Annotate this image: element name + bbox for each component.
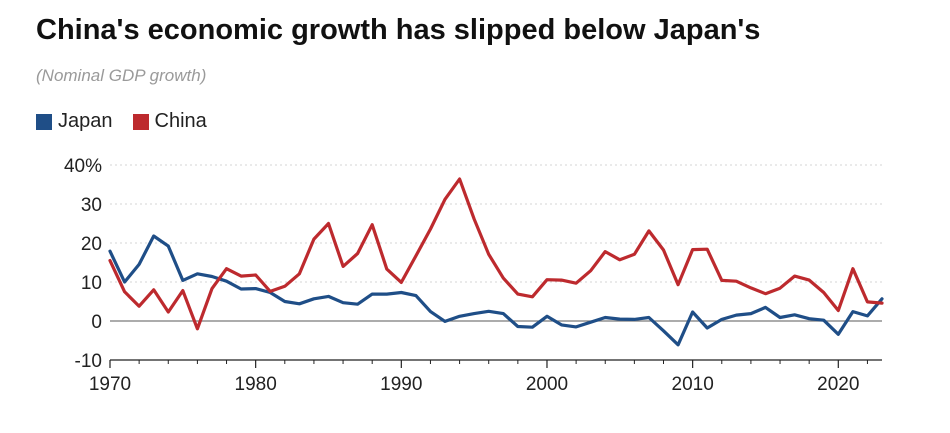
- chart-subtitle: (Nominal GDP growth): [36, 66, 207, 85]
- chart-legend: Japan China: [36, 110, 227, 133]
- y-tick-label: 0: [91, 312, 102, 333]
- legend-item-china: China: [132, 110, 207, 133]
- x-tick-label: 2000: [526, 374, 568, 395]
- y-tick-label: 10: [81, 273, 102, 294]
- y-tick-label: 20: [81, 234, 102, 255]
- x-tick-label: 1980: [235, 374, 277, 395]
- y-axis-tick-labels: 40% 30 20 10 0 -10: [64, 156, 102, 372]
- chart-title: China's economic growth has slipped belo…: [36, 14, 761, 46]
- y-tick-label: 40%: [64, 156, 102, 177]
- x-tick-label: 2010: [672, 374, 714, 395]
- x-tick-label: 1970: [89, 374, 131, 395]
- y-tick-label: 30: [81, 195, 102, 216]
- series-lines: [108, 177, 884, 347]
- series-line-japan: [108, 234, 884, 347]
- legend-label-japan: Japan: [58, 110, 113, 132]
- x-axis: [109, 359, 882, 368]
- legend-swatch-japan: [36, 113, 52, 130]
- legend-label-china: China: [154, 110, 207, 132]
- legend-swatch-china: [132, 113, 149, 130]
- legend-item-japan: Japan: [36, 110, 113, 133]
- y-tick-label: -10: [75, 351, 102, 372]
- x-tick-label: 2020: [817, 374, 859, 395]
- series-line-china: [108, 177, 884, 331]
- x-axis-tick-labels: 1970 1980 1990 2000 2010 2020: [89, 374, 860, 395]
- x-tick-label: 1990: [380, 374, 422, 395]
- grid-lines: [110, 164, 882, 322]
